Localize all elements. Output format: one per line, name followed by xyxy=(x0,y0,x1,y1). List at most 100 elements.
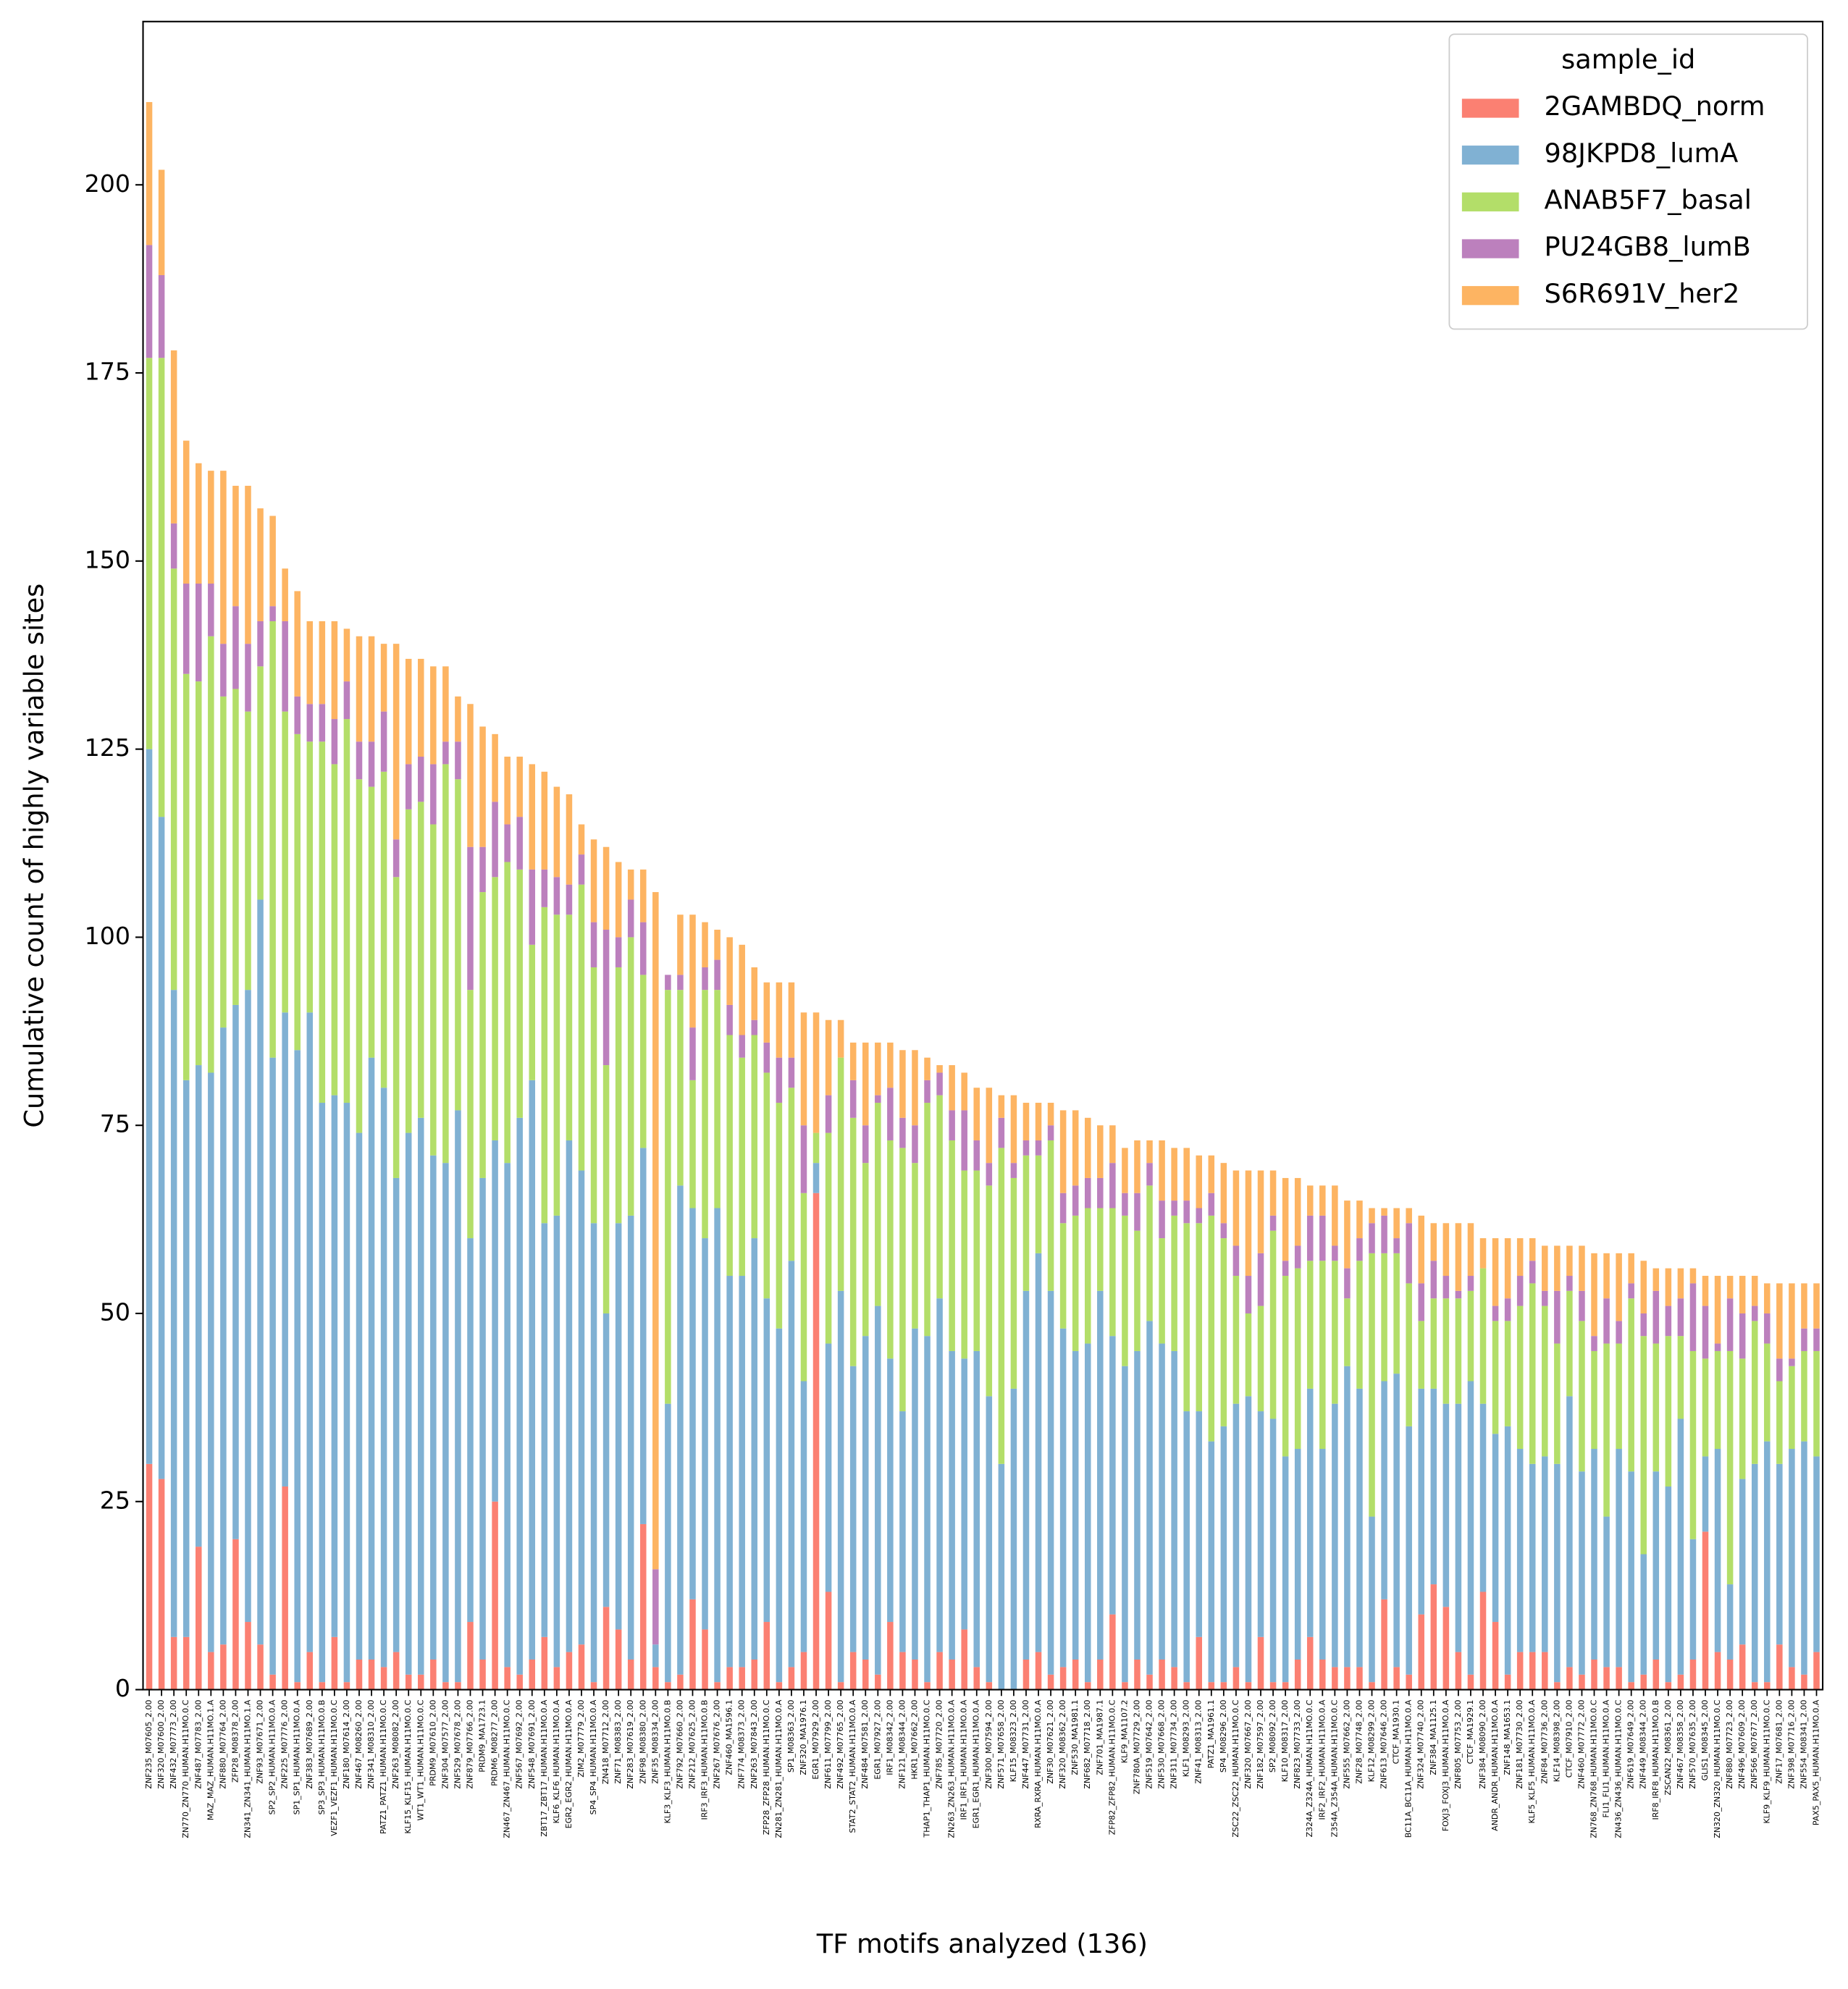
bar-segment xyxy=(1282,1177,1289,1261)
bar-segment xyxy=(677,914,684,975)
bar-segment xyxy=(442,764,449,1164)
bar-segment xyxy=(590,922,597,967)
legend-swatch xyxy=(1461,98,1519,118)
bar-segment xyxy=(1628,1298,1634,1472)
bar-segment xyxy=(1306,1185,1314,1216)
x-tick-label: ZNF570_M07635_2.00 xyxy=(1688,1700,1697,1789)
bar-segment xyxy=(1542,1290,1548,1306)
bar-segment xyxy=(467,846,474,991)
bar-segment xyxy=(1430,1298,1437,1389)
bar-segment xyxy=(566,1140,573,1652)
bar-segment xyxy=(1109,1163,1116,1208)
bar-segment xyxy=(1702,1305,1709,1359)
bar-segment xyxy=(282,1486,288,1690)
bar-segment xyxy=(1714,1350,1721,1450)
bar-segment xyxy=(269,516,276,607)
bar-segment xyxy=(961,1358,967,1630)
bar-segment xyxy=(627,1659,634,1690)
bar-segment xyxy=(306,1652,314,1690)
bar-segment xyxy=(529,1659,536,1690)
y-tick-label: 150 xyxy=(85,545,130,573)
x-tick-label: RXRA_RXRA_HUMAN.H11MO.0.A xyxy=(1033,1699,1043,1828)
bar-segment xyxy=(1381,1215,1387,1253)
x-tick-label: ZNF28_M07748_2.00 xyxy=(1354,1700,1364,1784)
bar-segment xyxy=(1665,1268,1672,1306)
bar-segment xyxy=(875,1103,881,1306)
bar-segment xyxy=(430,1155,437,1660)
bar-segment xyxy=(689,1208,696,1599)
bar-segment xyxy=(1418,1388,1425,1615)
bar-segment xyxy=(726,1004,733,1035)
bar-segment xyxy=(1097,1659,1104,1690)
bar-segment xyxy=(343,628,350,682)
bar-segment xyxy=(1652,1290,1660,1344)
bar-segment xyxy=(1616,1667,1622,1690)
x-tick-label: ZNF805_M07753_2.00 xyxy=(1453,1700,1463,1789)
bar-segment xyxy=(220,471,227,644)
bar-segment xyxy=(1751,1682,1758,1690)
bar-segment xyxy=(1442,1607,1450,1690)
bar-segment xyxy=(1097,1290,1104,1660)
x-tick-label: ZNF548_M07691_2.00 xyxy=(527,1700,537,1789)
x-tick-label: ZNF71_M08383_2.00 xyxy=(613,1700,623,1784)
bar-segment xyxy=(1332,1245,1338,1261)
bar-segment xyxy=(1208,1215,1215,1442)
bar-segment xyxy=(1739,1313,1746,1359)
bar-segment xyxy=(1726,1659,1734,1690)
bar-segment xyxy=(1022,1290,1030,1660)
bar-segment xyxy=(1516,1305,1524,1450)
bar-segment xyxy=(862,1125,869,1164)
bar-segment xyxy=(1430,1261,1437,1299)
bar-segment xyxy=(702,1629,708,1690)
bar-segment xyxy=(1294,1449,1301,1660)
bar-segment xyxy=(1418,1215,1425,1284)
bar-segment xyxy=(417,1117,424,1675)
bar-segment xyxy=(257,621,264,667)
bar-segment xyxy=(973,1667,980,1690)
bar-segment xyxy=(1393,1238,1400,1253)
bar-segment xyxy=(492,1501,498,1690)
bar-segment xyxy=(417,757,424,802)
bar-segment xyxy=(1479,1238,1487,1269)
x-tick-label: KLF9_KLF9_HUMAN.H11MO.0.C xyxy=(1762,1699,1771,1823)
bar-segment xyxy=(294,591,301,697)
bar-segment xyxy=(269,606,276,621)
axes-frame xyxy=(142,20,1824,1691)
bar-segment xyxy=(1294,1659,1301,1690)
bar-segment xyxy=(1022,1155,1030,1291)
plot-area xyxy=(146,101,1820,1690)
x-tick-label: KLF15_KLF15_HUMAN.H11MO.0.C xyxy=(403,1699,413,1833)
bar-segment xyxy=(319,621,326,705)
bar-segment xyxy=(825,1343,832,1592)
bar-segment xyxy=(541,771,548,870)
bar-segment xyxy=(455,779,461,1111)
bar-segment xyxy=(492,877,498,1140)
bar-segment xyxy=(788,1088,795,1261)
bar-segment xyxy=(665,1682,671,1690)
bar-segment xyxy=(1665,1682,1672,1690)
bar-segment xyxy=(553,786,560,878)
bar-segment xyxy=(1479,1591,1487,1690)
bar-segment xyxy=(837,1019,844,1058)
bar-segment xyxy=(430,666,437,765)
bar-segment xyxy=(1628,1253,1634,1284)
bar-segment xyxy=(639,1523,647,1690)
bar-segment xyxy=(541,1223,548,1637)
bar-segment xyxy=(1640,1674,1647,1690)
bar-segment xyxy=(1554,1682,1561,1690)
bar-segment xyxy=(949,1110,955,1140)
bar-segment xyxy=(825,1019,832,1096)
x-tick-label: IRF8_IRF8_HUMAN.H11MO.0.B xyxy=(1651,1700,1660,1820)
bar-segment xyxy=(1554,1290,1561,1344)
x-tick-label: CTCF_M07910_2.00 xyxy=(1564,1700,1574,1778)
bar-segment xyxy=(1122,1193,1128,1216)
bar-segment xyxy=(1344,1268,1351,1299)
y-tick-label: 175 xyxy=(85,358,130,386)
bar-segment xyxy=(578,884,585,1171)
bar-segment xyxy=(1356,1667,1363,1690)
bar-segment xyxy=(392,1177,400,1652)
bar-segment xyxy=(887,1358,894,1623)
bar-segment xyxy=(812,1132,820,1164)
bar-segment xyxy=(1183,1411,1190,1683)
bar-segment xyxy=(294,733,301,1051)
